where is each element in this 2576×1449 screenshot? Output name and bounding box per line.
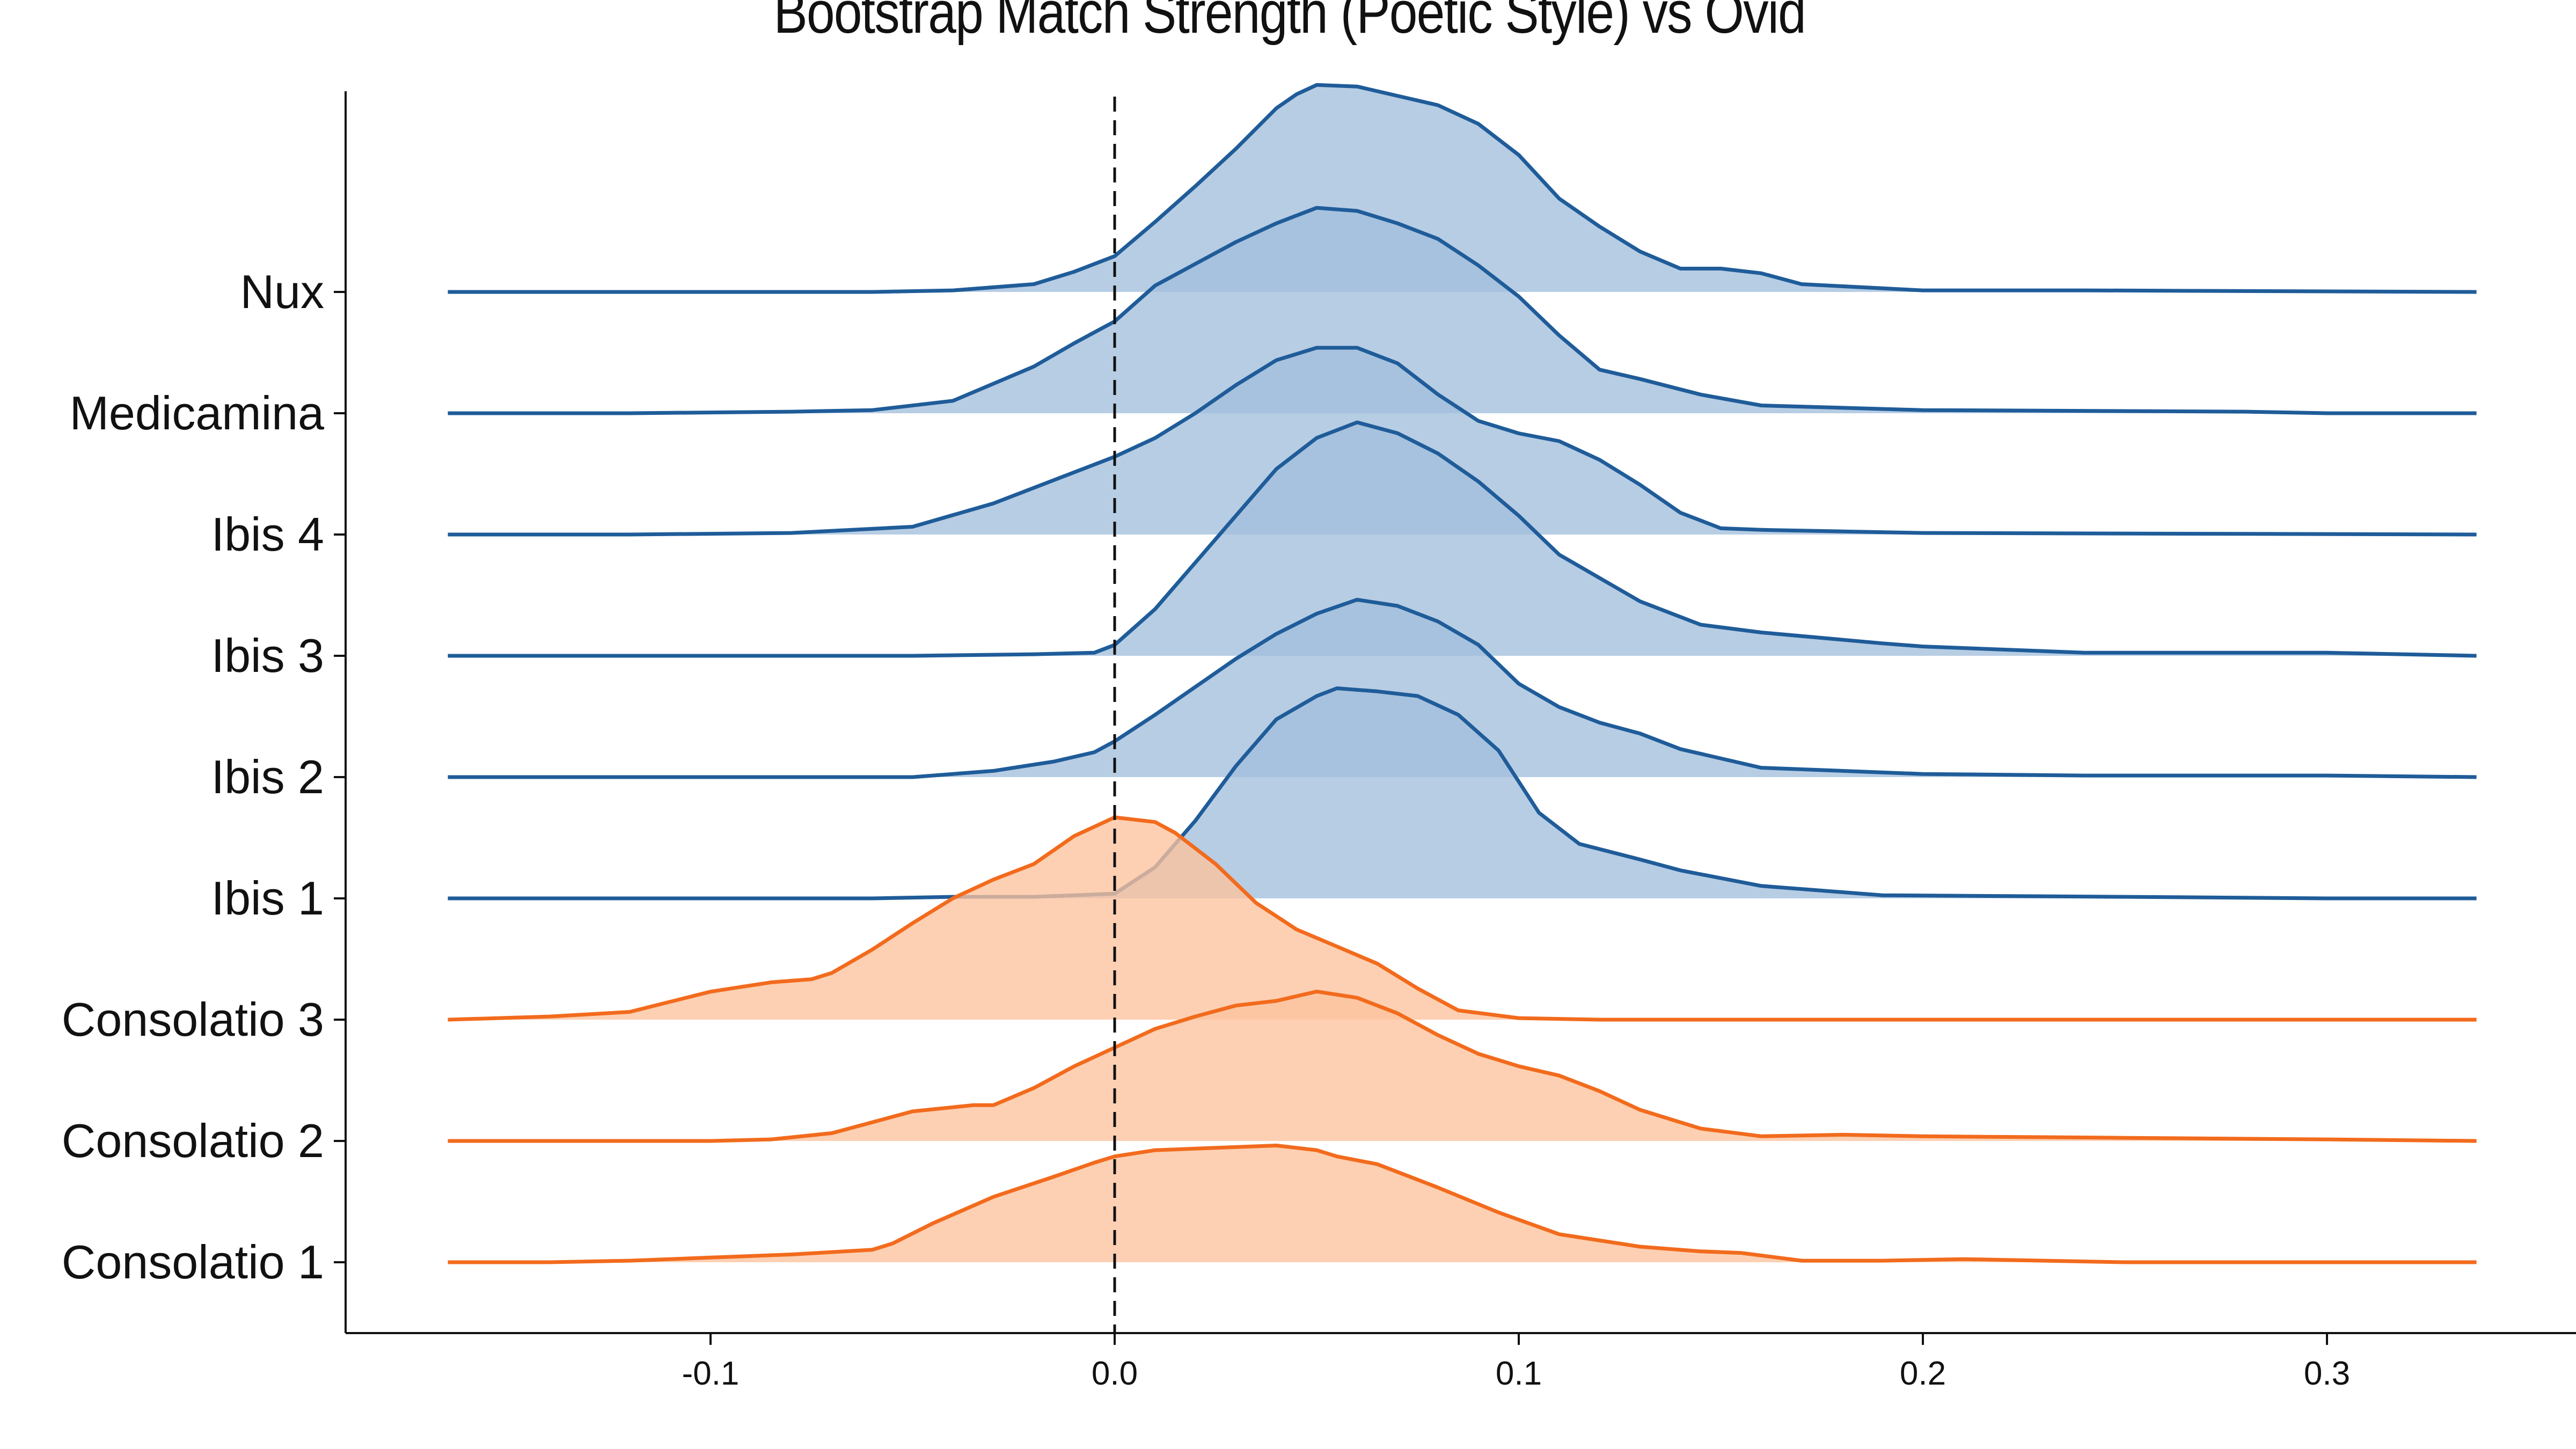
ridge-line-ibis-4	[448, 346, 2477, 537]
ridge-ibis-3	[448, 420, 2477, 658]
ytick-label-nux: Nux	[240, 265, 325, 318]
ridge-fill-ibis-3	[448, 422, 2477, 656]
xtick-label-0: -0.1	[682, 1355, 740, 1392]
ridge-fill-medicamina	[448, 208, 2477, 413]
ridge-consolatio-3	[448, 815, 2477, 1022]
xtick-label-2: 0.1	[1496, 1355, 1542, 1392]
ridge-line-consolatio-1	[448, 1144, 2477, 1264]
ridge-ibis-4	[448, 346, 2477, 537]
ridge-ibis-2	[448, 597, 2477, 779]
xtick-label-4: 0.3	[2304, 1355, 2350, 1392]
ytick-label-ibis-4: Ibis 4	[211, 508, 324, 561]
ytick-label-ibis-3: Ibis 3	[211, 629, 324, 682]
ridge-fill-consolatio-1	[448, 1145, 2477, 1262]
ytick-label-ibis-1: Ibis 1	[211, 872, 324, 925]
ridge-line-ibis-3	[448, 420, 2477, 658]
ridge-fill-consolatio-3	[448, 817, 2477, 1020]
axes: Nux Medicamina Ibis 4 Ibis 3 Ibis 2 Ibis 1 Con…	[62, 91, 2576, 1392]
ytick-label-ibis-2: Ibis 2	[211, 750, 324, 803]
ridge-fill-ibis-2	[448, 599, 2477, 777]
ridge-fill-ibis-1	[448, 688, 2477, 898]
ridges	[448, 83, 2477, 1264]
ytick-label-consolatio-1: Consolatio 1	[62, 1235, 324, 1289]
ridge-fill-ibis-4	[448, 348, 2477, 535]
ridge-line-consolatio-2	[448, 990, 2477, 1143]
ridge-medicamina	[448, 206, 2477, 415]
ridge-line-ibis-2	[448, 597, 2477, 779]
ridge-line-consolatio-3	[448, 815, 2477, 1022]
ridge-line-medicamina	[448, 206, 2477, 415]
ytick-label-consolatio-2: Consolatio 2	[62, 1114, 324, 1167]
xtick-label-1: 0.0	[1092, 1355, 1138, 1392]
ridge-fill-nux	[448, 85, 2477, 292]
ytick-label-medicamina: Medicamina	[70, 386, 324, 440]
xtick-label-3: 0.2	[1900, 1355, 1946, 1392]
ridge-ibis-1	[448, 686, 2477, 901]
ridge-consolatio-1	[448, 1144, 2477, 1264]
ridge-line-nux	[448, 83, 2477, 294]
ridge-consolatio-2	[448, 990, 2477, 1143]
ridge-fill-consolatio-2	[448, 991, 2477, 1141]
ytick-label-consolatio-3: Consolatio 3	[62, 993, 324, 1046]
chart-title: Bootstrap Match Strength (Poetic Style) …	[773, 0, 1806, 46]
ridge-nux	[448, 83, 2477, 294]
